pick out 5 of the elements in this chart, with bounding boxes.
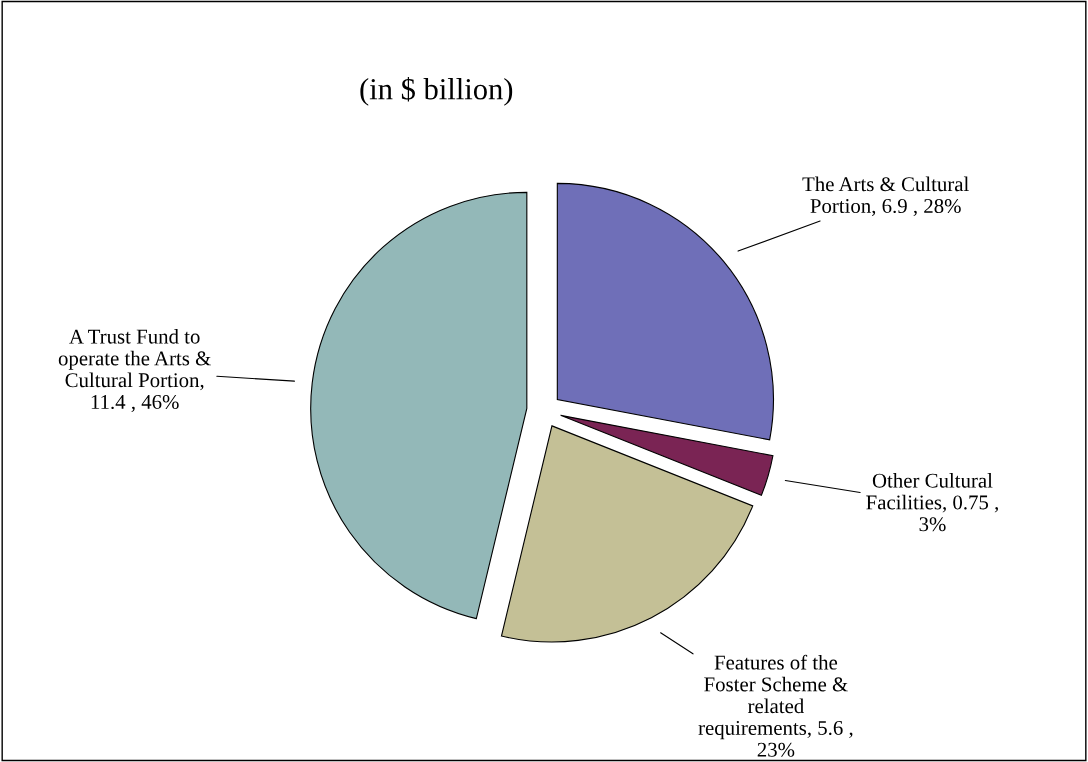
slice-label: A Trust Fund to operate the Arts & Cultural Portion, 11.4 , 46% [58, 328, 211, 412]
slice-label: The Arts & Cultural Portion, 6.9 , 28% [802, 176, 969, 217]
legend-label: Other Cultural Facilities, 0.75 , 3% [866, 473, 998, 532]
chart-title: (in $ billion) [360, 77, 513, 106]
slice-label: Features of the Foster Scheme & related requirements, 5.6 , 23% [698, 654, 853, 757]
